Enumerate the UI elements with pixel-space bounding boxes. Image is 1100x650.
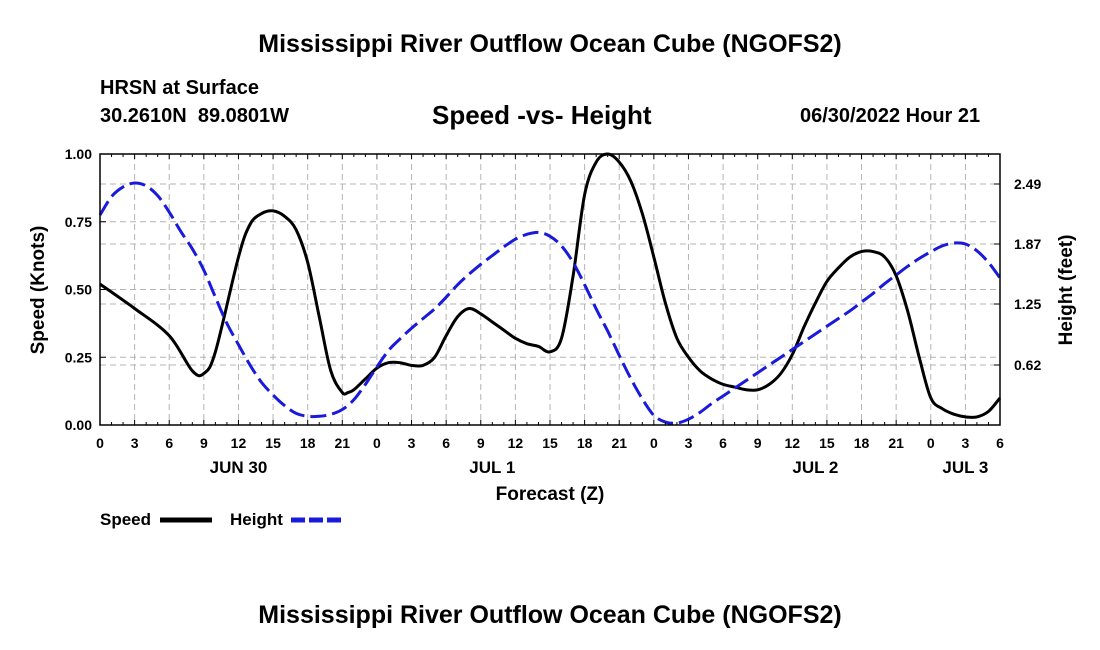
x-tick-label: 12 — [231, 435, 247, 451]
footer-title: Mississippi River Outflow Ocean Cube (NG… — [258, 601, 842, 629]
x-tick-label: 21 — [335, 435, 351, 451]
axis-labels: 0 3 6 9 12 15 18 21 0 3 6 9 12 15 18 21 0 3 6 9 12 15 18 21 0 3 6J… — [65, 146, 1042, 477]
x-tick-label: 3 — [131, 435, 139, 451]
axis-ticks — [99, 153, 1001, 426]
day-label: JUN 30 — [210, 458, 268, 477]
x-tick-label: 18 — [300, 435, 316, 451]
x-tick-label: 0 — [927, 435, 935, 451]
station-name: HRSN at Surface — [100, 77, 259, 99]
x-tick-label: 0 — [650, 435, 658, 451]
y-tick-label: 0.50 — [65, 282, 92, 298]
chart-subtitle: Speed -vs- Height — [432, 100, 652, 130]
y-tick-label: 0.00 — [65, 417, 92, 433]
x-tick-label: 6 — [165, 435, 173, 451]
series-layer — [98, 152, 1002, 425]
x-tick-label: 0 — [96, 435, 104, 451]
x-tick-label: 12 — [508, 435, 524, 451]
y2-tick-label: 1.87 — [1014, 236, 1041, 252]
y2-tick-label: 2.49 — [1014, 176, 1041, 192]
x-tick-label: 3 — [961, 435, 969, 451]
y2-axis-title: Height (feet) — [1056, 235, 1077, 346]
x-tick-label: 6 — [442, 435, 450, 451]
y2-tick-label: 1.25 — [1014, 296, 1041, 312]
x-tick-label: 9 — [200, 435, 208, 451]
x-tick-label: 6 — [996, 435, 1004, 451]
x-tick-label: 18 — [577, 435, 593, 451]
main-title: Mississippi River Outflow Ocean Cube (NG… — [258, 30, 842, 58]
grid — [100, 154, 1000, 425]
y-tick-label: 0.75 — [65, 214, 92, 230]
x-tick-label: 15 — [265, 435, 281, 451]
series-speed-line — [99, 152, 1002, 419]
forecast-datetime: 06/30/2022 Hour 21 — [800, 105, 981, 127]
legend-height-label: Height — [230, 510, 283, 529]
x-tick-label: 9 — [754, 435, 762, 451]
x-tick-label: 21 — [888, 435, 904, 451]
station-coords: 30.2610N 89.0801W — [100, 105, 290, 127]
x-tick-label: 3 — [408, 435, 416, 451]
day-label: JUL 1 — [469, 458, 515, 477]
x-tick-label: 3 — [685, 435, 693, 451]
y-tick-label: 0.25 — [65, 349, 92, 365]
x-tick-label: 18 — [854, 435, 870, 451]
day-label: JUL 3 — [942, 458, 988, 477]
y-tick-label: 1.00 — [65, 146, 92, 162]
x-tick-label: 6 — [719, 435, 727, 451]
legend: Speed Height — [100, 510, 343, 529]
x-tick-label: 0 — [373, 435, 381, 451]
x-axis-title: Forecast (Z) — [496, 484, 605, 505]
series-height-line — [98, 181, 1002, 425]
x-tick-label: 15 — [542, 435, 558, 451]
x-tick-label: 15 — [819, 435, 835, 451]
x-tick-label: 21 — [611, 435, 627, 451]
y2-tick-label: 0.62 — [1014, 357, 1041, 373]
day-label: JUL 2 — [792, 458, 838, 477]
legend-speed-label: Speed — [100, 510, 151, 529]
x-tick-label: 12 — [785, 435, 801, 451]
x-tick-label: 9 — [477, 435, 485, 451]
y-axis-title: Speed (Knots) — [28, 226, 49, 355]
